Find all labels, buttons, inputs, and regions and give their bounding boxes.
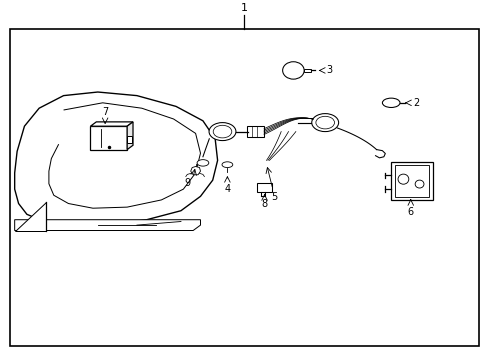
Bar [394,165,428,197]
Polygon shape [246,126,264,137]
Text: 3: 3 [326,66,332,76]
Bar [390,162,432,200]
Ellipse shape [315,116,334,129]
Ellipse shape [197,159,208,166]
Polygon shape [127,122,133,149]
Text: 4: 4 [224,184,230,194]
Text: 6: 6 [407,207,413,217]
Text: 7: 7 [102,107,108,117]
Ellipse shape [311,114,338,132]
Ellipse shape [414,180,423,188]
Ellipse shape [282,62,304,79]
Bar [90,126,127,149]
Ellipse shape [397,174,408,184]
Polygon shape [190,166,200,175]
Polygon shape [127,136,132,143]
Text: 5: 5 [271,192,277,202]
Polygon shape [15,92,217,225]
Text: 1: 1 [241,3,247,13]
Bar [256,183,272,192]
Polygon shape [304,69,310,72]
Ellipse shape [209,123,235,141]
Ellipse shape [213,125,231,138]
Ellipse shape [382,98,399,108]
Ellipse shape [222,162,232,167]
Text: 2: 2 [412,98,419,108]
Polygon shape [15,202,46,230]
Text: 9: 9 [184,178,190,188]
Text: 8: 8 [261,199,267,209]
Polygon shape [90,122,133,126]
Bar [10,29,478,346]
Polygon shape [15,220,200,230]
